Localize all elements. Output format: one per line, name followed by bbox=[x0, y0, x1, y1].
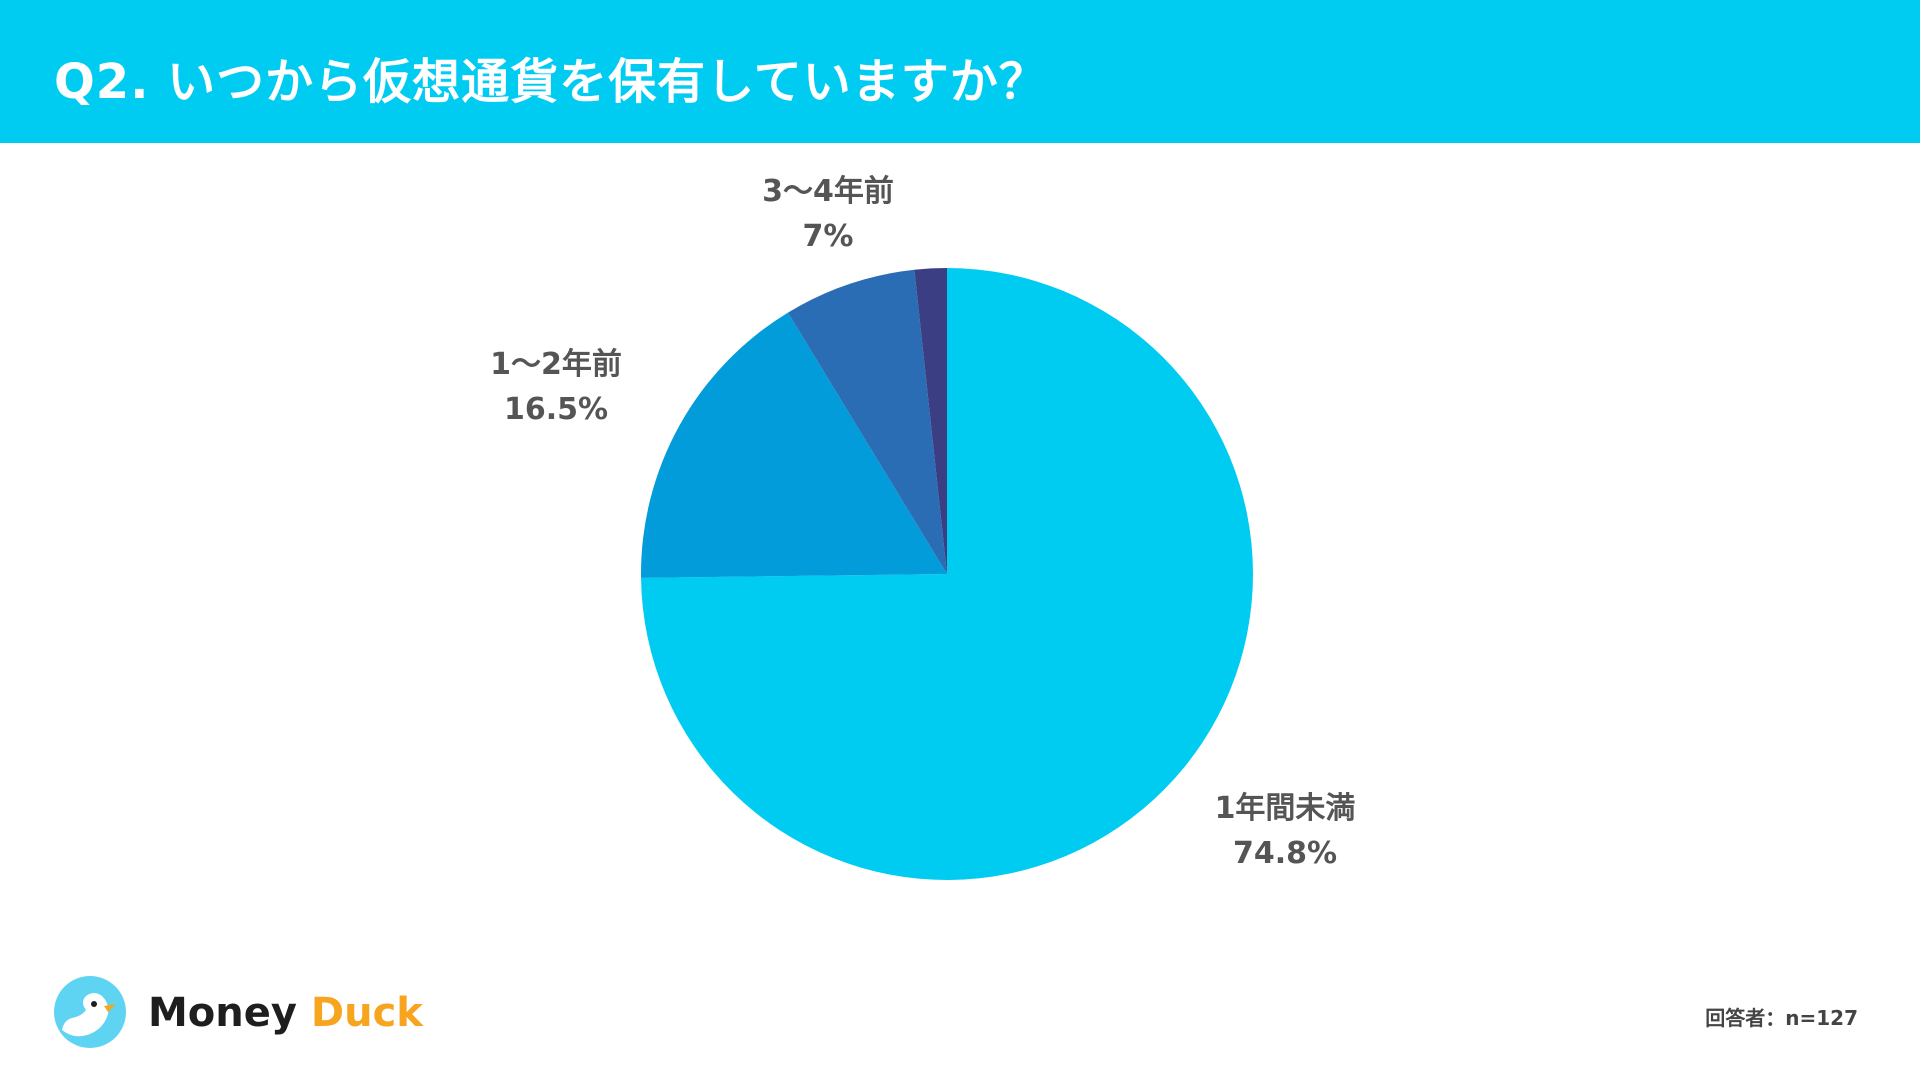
slice-label-2: 3～4年前 bbox=[762, 174, 894, 209]
money-duck-logo: Money Duck bbox=[52, 970, 423, 1060]
respondent-count: 回答者：n=127 bbox=[1705, 1006, 1858, 1030]
pie-slice-1 bbox=[640, 312, 947, 578]
pie-slice-0 bbox=[641, 268, 1253, 881]
slice-value-label-2: 7% bbox=[803, 219, 854, 254]
logo-wordmark: Money Duck bbox=[148, 990, 423, 1036]
slice-value-label-1: 16.5% bbox=[504, 392, 608, 427]
header-bar: Q2. いつから仮想通貨を保有していますか？ bbox=[0, 0, 1920, 143]
pie-slice-3 bbox=[914, 268, 947, 574]
slice-value-label-0: 74.8% bbox=[1233, 836, 1337, 871]
slice-label-1: 1～2年前 bbox=[490, 347, 622, 382]
pie-slice-2 bbox=[787, 269, 947, 574]
slice-label-0: 1年間未満 bbox=[1215, 791, 1356, 826]
duck-logo-icon bbox=[54, 976, 126, 1048]
logo-word-money: Money bbox=[148, 990, 297, 1036]
logo-word-duck: Duck bbox=[310, 990, 423, 1036]
page-title: Q2. いつから仮想通貨を保有していますか？ bbox=[54, 54, 1048, 110]
